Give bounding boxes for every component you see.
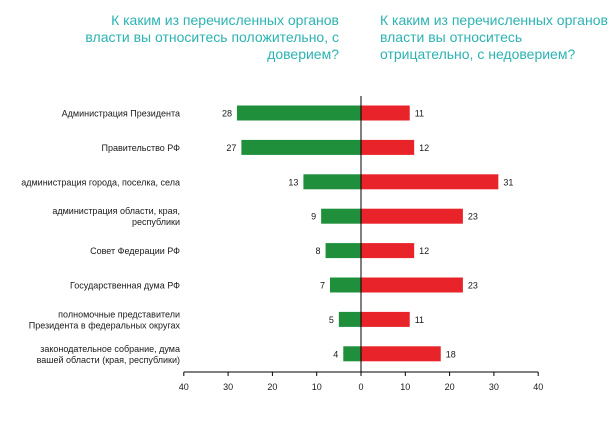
category-label-line: администрация области, края, (52, 206, 180, 216)
category-label: Администрация Президента (62, 109, 180, 119)
category-label-line: законодательное собрание, дума (40, 344, 180, 354)
x-axis-tick-label: 40 (533, 382, 543, 392)
x-axis-tick-label: 20 (267, 382, 277, 392)
negative-value-label: 12 (419, 143, 429, 153)
x-axis-tick-label: 20 (445, 382, 455, 392)
negative-value-label: 31 (503, 177, 513, 187)
negative-value-label: 11 (415, 109, 424, 119)
left-question-title: К каким из перечисленных органов власти … (85, 12, 339, 62)
negative-value-label: 12 (419, 246, 429, 256)
positive-bar (329, 277, 361, 293)
negative-bar (361, 243, 415, 259)
category-label-line: Администрация Президента (62, 109, 180, 119)
category-label: законодательное собрание, дума вашей обла… (37, 344, 180, 365)
category-label: Государственная дума РФ (70, 281, 180, 291)
negative-value-label: 23 (468, 281, 478, 291)
category-label-line: вашей области (края, республики) (37, 355, 180, 365)
negative-bar (361, 346, 441, 362)
positive-value-label: 9 (311, 212, 316, 222)
negative-value-label: 11 (415, 315, 424, 325)
positive-value-label: 13 (288, 177, 298, 187)
category-label: Правительство РФ (101, 143, 180, 153)
negative-bar (361, 139, 415, 155)
category-label: Совет Федерации РФ (90, 246, 180, 256)
negative-bar (361, 277, 463, 293)
x-axis-tick-label: 10 (400, 382, 410, 392)
positive-value-label: 8 (316, 246, 321, 256)
positive-value-label: 7 (320, 281, 325, 291)
positive-value-label: 28 (222, 109, 232, 119)
positive-value-label: 27 (226, 143, 236, 153)
category-label: администрация области, края, республики (52, 206, 180, 227)
positive-bar (236, 105, 361, 121)
negative-bar (361, 174, 499, 190)
category-label: полномочные представители Президента в фе… (29, 309, 181, 330)
negative-bar (361, 311, 410, 327)
positive-bar (321, 208, 361, 224)
positive-bar (343, 346, 361, 362)
x-axis-tick-label: 30 (489, 382, 499, 392)
category-label-line: Президента в федеральных округах (29, 320, 181, 330)
x-axis-tick-label: 0 (358, 382, 363, 392)
positive-bar (325, 243, 361, 259)
negative-bar (361, 105, 410, 121)
positive-bar (338, 311, 361, 327)
negative-value-label: 23 (468, 212, 478, 222)
positive-value-label: 4 (333, 349, 338, 359)
category-label-line: Государственная дума РФ (70, 281, 180, 291)
x-axis-tick-label: 10 (312, 382, 322, 392)
category-label-line: республики (132, 217, 180, 227)
negative-value-label: 18 (446, 349, 456, 359)
positive-bar (241, 139, 361, 155)
category-label-line: полномочные представители (58, 309, 180, 319)
negative-bar (361, 208, 463, 224)
category-label: администрация города, поселка, села (21, 177, 180, 187)
category-label-line: Правительство РФ (101, 143, 180, 153)
x-axis-tick-label: 40 (179, 382, 189, 392)
category-label-line: администрация города, поселка, села (21, 177, 180, 187)
positive-bar (303, 174, 361, 190)
category-label-line: Совет Федерации РФ (90, 246, 180, 256)
positive-value-label: 5 (329, 315, 334, 325)
x-axis-tick-label: 30 (223, 382, 233, 392)
right-question-title: К каким из перечисленных органов власти … (380, 12, 608, 62)
